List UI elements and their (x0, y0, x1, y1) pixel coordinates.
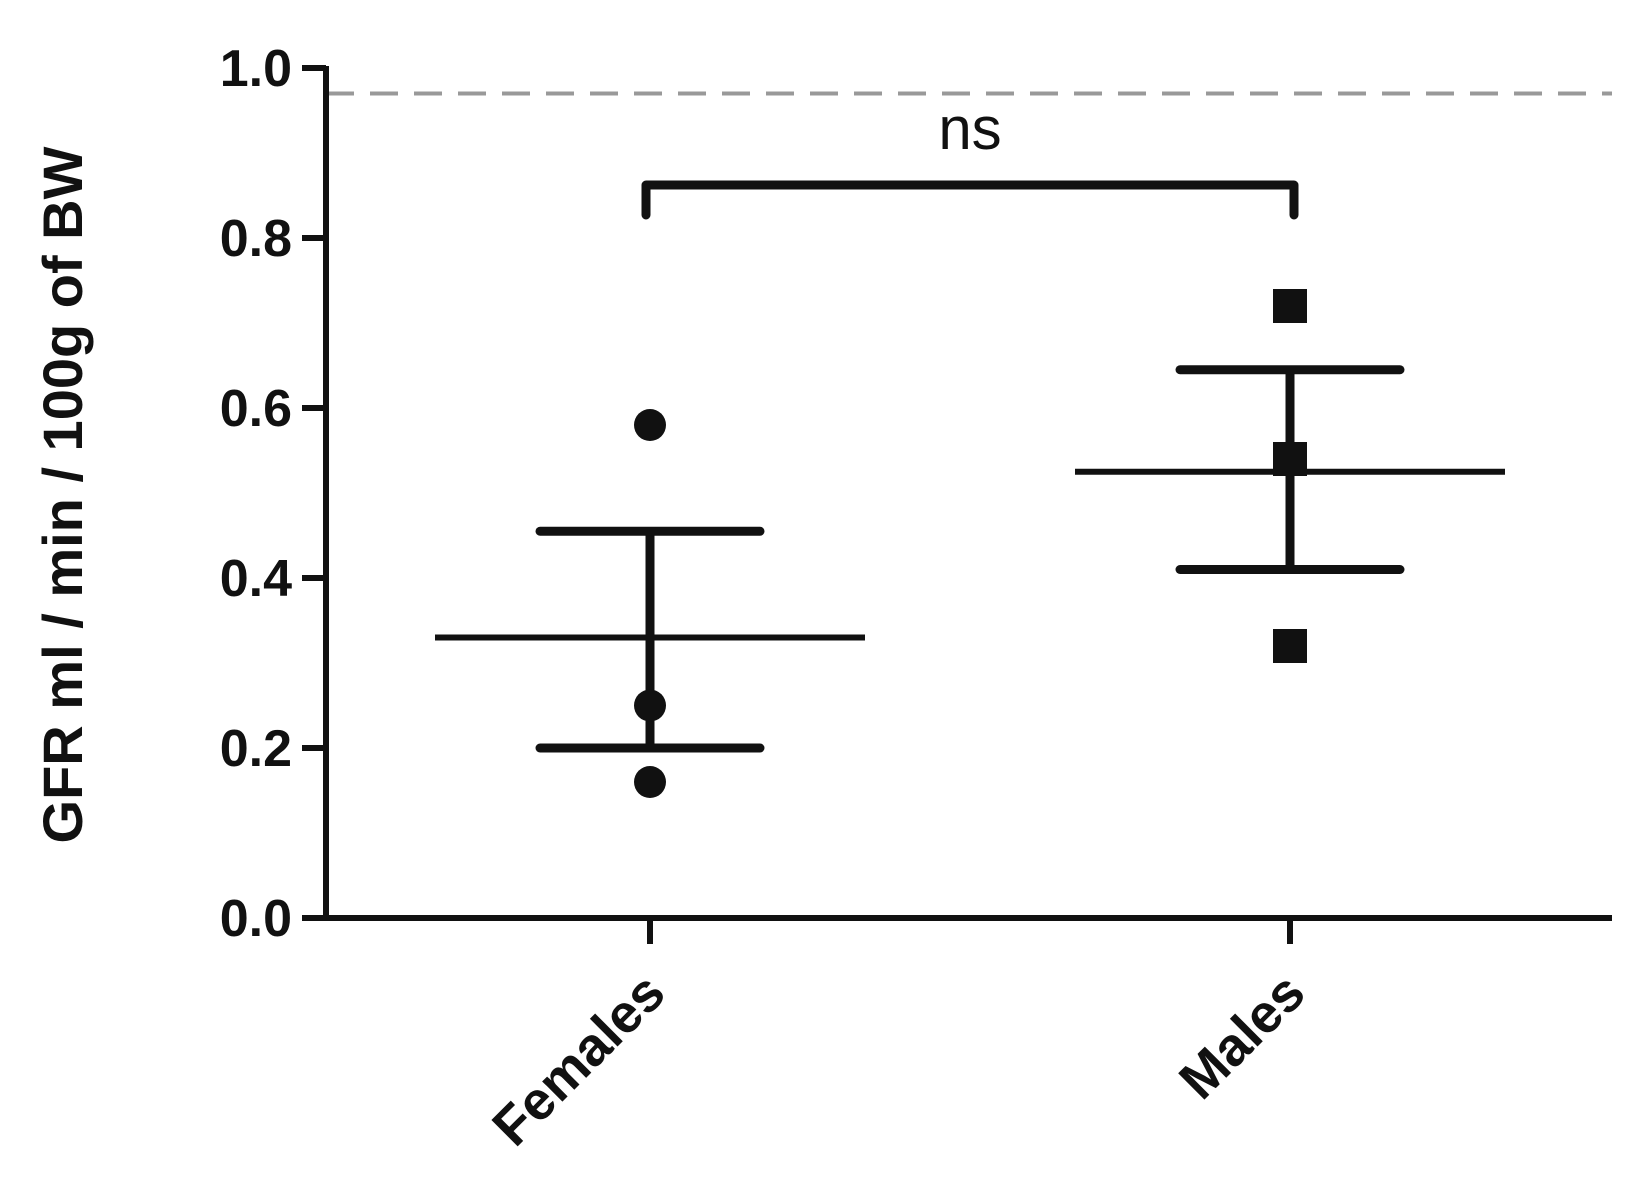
y-tick-label: 0.4 (220, 550, 292, 608)
y-tick-label: 0.0 (220, 890, 292, 948)
y-tick-label: 1.0 (220, 40, 292, 98)
data-point-square (1273, 442, 1307, 476)
data-point-square (1273, 289, 1307, 323)
data-point-circle (634, 766, 666, 798)
significance-bracket-line (641, 180, 1299, 220)
x-ticks: Females Males (481, 918, 1316, 1157)
y-axis-label: GFR ml / min / 100g of BW (31, 146, 94, 843)
error-bars (435, 365, 1505, 753)
y-tick-label: 0.8 (220, 210, 292, 268)
data-point-circle (634, 409, 666, 441)
y-ticks: 0.0 0.2 0.4 0.6 0.8 1.0 (220, 40, 326, 948)
data-points (634, 289, 1307, 798)
data-point-circle (634, 689, 666, 722)
y-tick-label: 0.6 (220, 380, 292, 438)
axes (323, 66, 1612, 921)
significance-label: ns (938, 95, 1001, 162)
x-category-label: Males (1168, 962, 1317, 1111)
x-category-label: Females (481, 962, 676, 1157)
data-point-square (1273, 629, 1307, 663)
significance-bracket: ns (641, 95, 1299, 220)
y-tick-label: 0.2 (220, 720, 292, 778)
